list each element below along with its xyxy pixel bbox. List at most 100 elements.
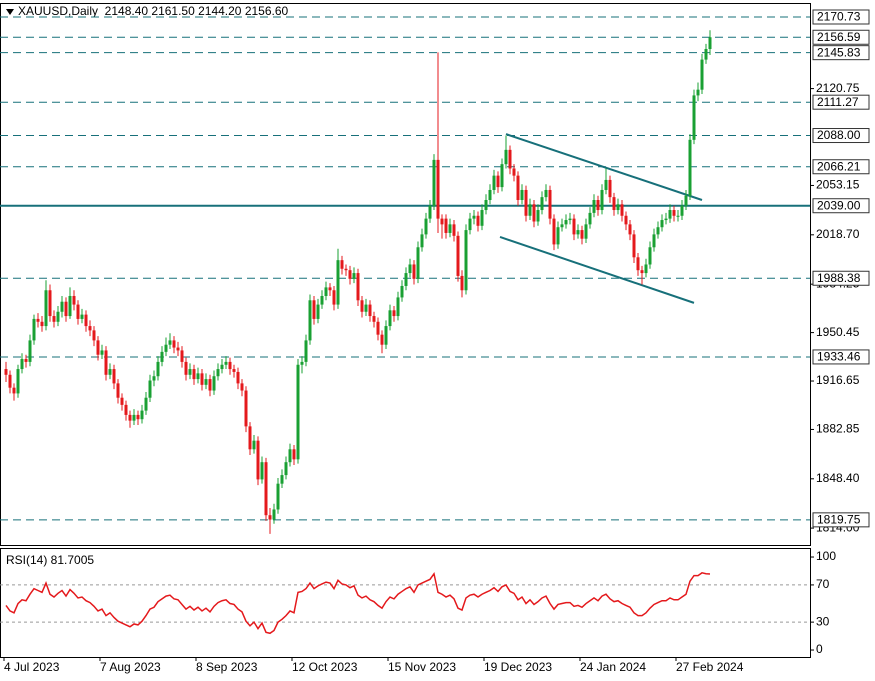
candle-body — [100, 350, 104, 355]
candle-body — [180, 350, 184, 362]
candle-body — [668, 210, 672, 219]
level-label-box — [812, 512, 870, 528]
candle-body — [380, 334, 384, 345]
candle-body — [688, 139, 692, 196]
candle-body — [324, 287, 328, 296]
x-tick-label: 4 Jul 2023 — [4, 660, 60, 674]
candle-body — [328, 287, 332, 291]
candle-body — [112, 369, 116, 384]
trendline — [505, 133, 703, 201]
candle-body — [136, 414, 140, 420]
main-frame — [0, 3, 811, 546]
candle-body — [684, 195, 688, 206]
candle-body — [20, 359, 24, 370]
candle-body — [384, 326, 388, 345]
candle-body — [56, 311, 60, 322]
candle-body — [32, 318, 36, 341]
y-tick-label: 30 — [816, 614, 830, 628]
candle-body — [420, 234, 424, 248]
candle-body — [80, 314, 84, 319]
level-label: 2111.27 — [817, 95, 859, 109]
candle-body — [196, 373, 200, 380]
level-label: 2156.59 — [817, 30, 861, 44]
menu-icon[interactable] — [6, 9, 14, 15]
candle-body — [340, 260, 344, 269]
rsi-line — [5, 571, 711, 635]
candle-body — [572, 218, 576, 235]
candle-body — [236, 371, 240, 384]
candle-body — [400, 285, 404, 298]
candle-body — [536, 210, 540, 222]
level-label-box — [812, 29, 870, 45]
candle-body — [352, 273, 356, 279]
candle-body — [628, 224, 632, 235]
x-tick-label: 12 Oct 2023 — [292, 660, 358, 674]
candle-body — [460, 275, 464, 291]
rsi-label: RSI(14) 81.7005 — [6, 553, 94, 567]
candle-body — [576, 230, 580, 235]
candle-body — [516, 175, 520, 200]
level-label: 2066.21 — [817, 159, 861, 173]
candle-body — [260, 462, 264, 480]
candle-body — [256, 440, 260, 480]
candle-body — [40, 321, 44, 327]
candle-body — [456, 235, 460, 276]
candle-body — [24, 359, 28, 362]
candle-body — [192, 369, 196, 380]
candle-body — [276, 483, 280, 510]
candle-body — [472, 215, 476, 219]
candle-body — [588, 212, 592, 225]
candle-body — [592, 199, 596, 213]
candle-body — [116, 383, 120, 398]
candle-body — [660, 220, 664, 228]
candle-body — [424, 218, 428, 235]
candle-body — [624, 215, 628, 225]
candle-body — [132, 414, 136, 421]
candle-body — [156, 361, 160, 377]
candle-body — [120, 397, 124, 405]
candle-body — [672, 210, 676, 216]
x-tick-label: 24 Jan 2024 — [580, 660, 646, 674]
candle-body — [228, 361, 232, 370]
candle-body — [252, 440, 256, 450]
candle-body — [648, 247, 652, 265]
candle-body — [708, 37, 712, 49]
candle-body — [212, 376, 216, 391]
candle-body — [464, 230, 468, 291]
candle-body — [368, 304, 372, 317]
candle-body — [308, 300, 312, 341]
y-tick-label: 100 — [816, 549, 836, 563]
candle-body — [560, 224, 564, 228]
candle-body — [652, 234, 656, 248]
candle-body — [320, 295, 324, 305]
candle-body — [360, 300, 364, 312]
candle-body — [504, 149, 508, 165]
candle-body — [580, 230, 584, 239]
candle-body — [404, 273, 408, 286]
candle-body — [356, 273, 360, 301]
candle-body — [568, 218, 572, 221]
candle-body — [468, 218, 472, 231]
level-label-box — [812, 159, 870, 175]
y-tick-label: 1916.65 — [816, 373, 860, 387]
candle-body — [556, 227, 560, 245]
candle-body — [144, 397, 148, 411]
level-label: 2145.83 — [817, 45, 861, 59]
candle-body — [700, 59, 704, 90]
y-tick-label: 70 — [816, 577, 830, 591]
candle-body — [432, 159, 436, 206]
candle-body — [68, 295, 72, 317]
candle-body — [332, 290, 336, 305]
candle-body — [12, 387, 16, 394]
candle-body — [300, 361, 304, 365]
x-tick-label: 19 Dec 2023 — [484, 660, 552, 674]
level-label: 1933.46 — [817, 350, 861, 364]
candle-body — [348, 270, 352, 279]
candle-body — [140, 410, 144, 420]
candle-body — [640, 270, 644, 274]
candle-body — [160, 351, 164, 362]
candle-body — [680, 205, 684, 216]
candle-body — [168, 340, 172, 345]
candle-body — [344, 268, 348, 271]
candle-body — [16, 369, 20, 394]
